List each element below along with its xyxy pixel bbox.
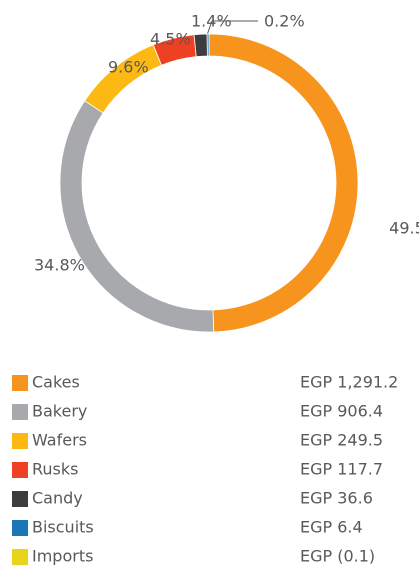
leader-line — [205, 20, 258, 39]
data-label: 4.5% — [150, 30, 191, 49]
legend-value: EGP 906.4 — [300, 402, 383, 421]
legend-label: Bakery — [32, 402, 87, 421]
data-label: 1.4% — [191, 12, 232, 31]
legend-swatch — [12, 462, 28, 478]
legend-value: EGP 249.5 — [300, 431, 383, 450]
legend-swatch — [12, 375, 28, 391]
legend-label: Candy — [32, 489, 83, 508]
legend-label: Biscuits — [32, 518, 94, 537]
legend-label: Rusks — [32, 460, 78, 479]
data-label: 0.2% — [264, 12, 305, 31]
legend-swatch — [12, 491, 28, 507]
legend-label: Imports — [32, 547, 93, 566]
legend-value: EGP 36.6 — [300, 489, 373, 508]
legend-label: Cakes — [32, 373, 80, 392]
legend-value: EGP 1,291.2 — [300, 373, 398, 392]
donut-slice — [193, 33, 208, 58]
data-label: 34.8% — [34, 256, 85, 275]
donut-slice — [208, 33, 359, 333]
data-label: 9.6% — [108, 58, 149, 77]
donut-slice — [84, 44, 163, 114]
legend-swatch — [12, 404, 28, 420]
data-label: 49.5% — [389, 219, 419, 238]
legend-label: Wafers — [32, 431, 87, 450]
legend-swatch — [12, 433, 28, 449]
legend-value: EGP 6.4 — [300, 518, 363, 537]
legend-swatch — [12, 520, 28, 536]
legend-value: EGP (0.1) — [300, 547, 375, 566]
legend-swatch — [12, 549, 28, 565]
legend-value: EGP 117.7 — [300, 460, 383, 479]
donut-slice — [59, 100, 215, 333]
donut-slice — [206, 33, 210, 57]
